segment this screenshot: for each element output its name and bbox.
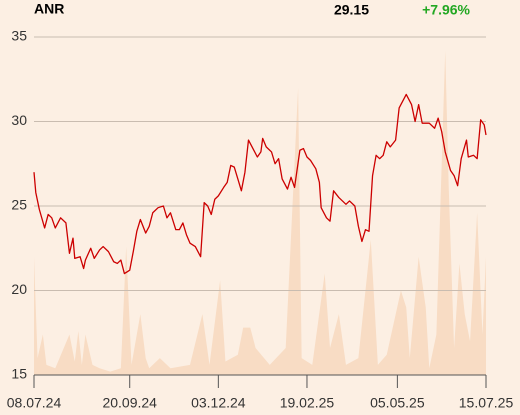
y-tick-label: 25 bbox=[11, 197, 27, 213]
price-change: +7.96% bbox=[422, 2, 470, 18]
y-tick-label: 30 bbox=[11, 112, 27, 128]
price-line bbox=[33, 93, 487, 275]
x-tick-label: 15.07.25 bbox=[459, 395, 514, 411]
x-tick-label: 08.07.24 bbox=[7, 395, 62, 411]
y-tick-label: 20 bbox=[11, 281, 27, 297]
y-tick-label: 35 bbox=[11, 28, 27, 44]
x-tick-label: 03.12.24 bbox=[191, 395, 246, 411]
x-tick-label: 05.05.25 bbox=[370, 395, 425, 411]
last-price: 29.15 bbox=[334, 2, 369, 18]
x-tick-label: 20.09.24 bbox=[102, 395, 157, 411]
x-tick-label: 19.02.25 bbox=[280, 395, 335, 411]
ticker: ANR bbox=[34, 1, 64, 17]
y-tick-label: 15 bbox=[11, 366, 27, 382]
volume-area bbox=[34, 50, 486, 376]
